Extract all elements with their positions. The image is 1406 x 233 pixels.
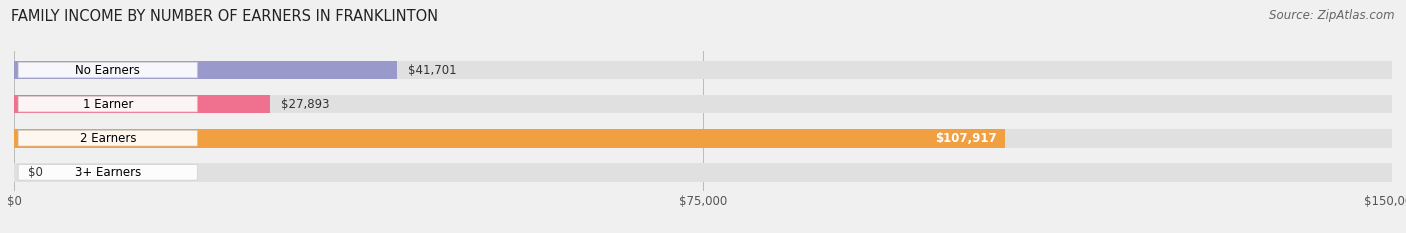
Text: No Earners: No Earners <box>76 64 141 76</box>
Text: $0: $0 <box>28 166 42 179</box>
Text: $107,917: $107,917 <box>935 132 997 145</box>
FancyBboxPatch shape <box>18 130 197 146</box>
Bar <box>14 95 1392 113</box>
Text: 1 Earner: 1 Earner <box>83 98 134 111</box>
FancyBboxPatch shape <box>18 164 197 180</box>
FancyBboxPatch shape <box>18 62 197 78</box>
Bar <box>14 61 396 79</box>
Bar <box>14 129 1005 147</box>
Bar <box>14 163 1392 182</box>
Text: 2 Earners: 2 Earners <box>80 132 136 145</box>
Text: Source: ZipAtlas.com: Source: ZipAtlas.com <box>1270 9 1395 22</box>
Text: $27,893: $27,893 <box>281 98 330 111</box>
Text: 3+ Earners: 3+ Earners <box>75 166 141 179</box>
Bar <box>14 95 270 113</box>
FancyBboxPatch shape <box>18 96 197 112</box>
Bar <box>14 129 1392 147</box>
Bar <box>14 61 1392 79</box>
Text: $41,701: $41,701 <box>408 64 457 76</box>
Text: FAMILY INCOME BY NUMBER OF EARNERS IN FRANKLINTON: FAMILY INCOME BY NUMBER OF EARNERS IN FR… <box>11 9 439 24</box>
